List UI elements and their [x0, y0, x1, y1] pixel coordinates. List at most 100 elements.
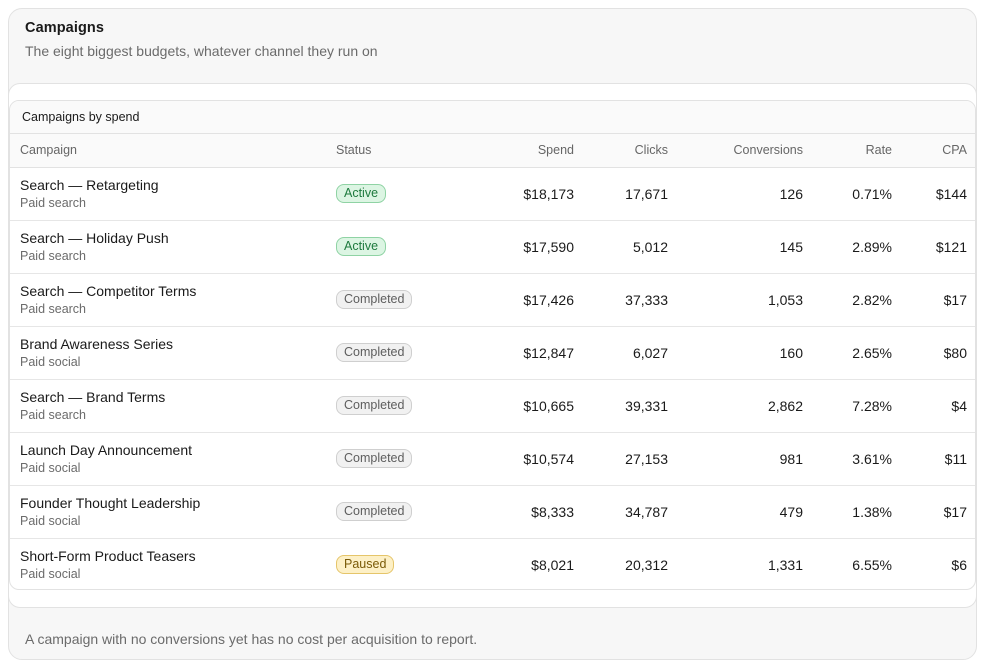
table-body: Search — Retargeting Paid search Active $18…	[10, 167, 975, 589]
status-badge: Completed	[336, 343, 413, 362]
campaign-channel: Paid social	[20, 354, 81, 369]
campaign-cell: Founder Thought Leadership Paid social	[10, 485, 326, 539]
conversions-cell: 479	[678, 485, 813, 539]
campaign-name[interactable]: Search — Brand Terms	[20, 388, 166, 405]
status-cell: Completed	[326, 326, 476, 380]
campaign-channel: Paid social	[20, 513, 81, 528]
status-badge: Active	[336, 184, 387, 203]
rate-cell: 2.82%	[813, 273, 902, 327]
campaign-cell: Search — Brand Terms Paid search	[10, 379, 326, 433]
clicks-cell: 6,027	[584, 326, 678, 380]
campaigns-table-panel: Campaigns by spend Campaign Status Spend	[9, 100, 976, 590]
clicks-cell: 37,333	[584, 273, 678, 327]
campaign-cell: Search — Retargeting Paid search	[10, 167, 326, 221]
table-row[interactable]: Short-Form Product Teasers Paid social Pau…	[10, 538, 975, 589]
rate-cell: 7.28%	[813, 379, 902, 433]
campaign-name[interactable]: Launch Day Announcement	[20, 441, 193, 458]
rate-cell: 0.71%	[813, 167, 902, 221]
column-header-clicks[interactable]: Clicks	[584, 134, 678, 168]
conversions-cell: 160	[678, 326, 813, 380]
campaign-channel: Paid search	[20, 248, 87, 263]
campaign-cell: Launch Day Announcement Paid social	[10, 432, 326, 486]
status-cell: Completed	[326, 273, 476, 327]
status-cell: Completed	[326, 379, 476, 433]
conversions-cell: 1,053	[678, 273, 813, 327]
campaign-channel: Paid search	[20, 407, 87, 422]
status-badge: Completed	[336, 449, 413, 468]
table-container: Campaigns by spend Campaign Status Spend	[8, 83, 977, 608]
column-header-conversions[interactable]: Conversions	[678, 134, 813, 168]
column-header-spend[interactable]: Spend	[476, 134, 584, 168]
table-caption: Campaigns by spend	[10, 101, 975, 134]
rate-cell: 3.61%	[813, 432, 902, 486]
conversions-cell: 2,862	[678, 379, 813, 433]
column-header-rate[interactable]: Rate	[813, 134, 902, 168]
status-badge: Paused	[336, 555, 395, 575]
conversions-cell: 981	[678, 432, 813, 486]
campaigns-table: Campaign Status Spend Clicks Conversions…	[10, 134, 975, 589]
status-badge: Completed	[336, 502, 413, 521]
spend-cell: $8,333	[476, 485, 584, 539]
cpa-cell: $144	[902, 167, 975, 221]
clicks-cell: 39,331	[584, 379, 678, 433]
spend-cell: $17,426	[476, 273, 584, 327]
status-badge: Completed	[336, 396, 413, 415]
campaign-name[interactable]: Founder Thought Leadership	[20, 494, 201, 511]
column-header-cpa[interactable]: CPA	[902, 134, 975, 168]
table-row[interactable]: Search — Brand Terms Paid search Completed…	[10, 379, 975, 433]
spend-cell: $10,665	[476, 379, 584, 433]
table-row[interactable]: Brand Awareness Series Paid social Complet…	[10, 326, 975, 380]
campaign-cell: Search — Holiday Push Paid search	[10, 220, 326, 274]
table-header-row: Campaign Status Spend Clicks Conversions…	[10, 134, 975, 168]
clicks-cell: 27,153	[584, 432, 678, 486]
column-header-status[interactable]: Status	[326, 134, 476, 168]
rate-cell: 6.55%	[852, 556, 892, 573]
table-row[interactable]: Founder Thought Leadership Paid social Com…	[10, 485, 975, 539]
campaign-channel: Paid search	[20, 301, 87, 316]
clicks-cell: 17,671	[584, 167, 678, 221]
clicks-cell: 34,787	[584, 485, 678, 539]
table-row[interactable]: Search — Holiday Push Paid search Active $1…	[10, 220, 975, 274]
campaign-name[interactable]: Search — Holiday Push	[20, 229, 169, 246]
clicks-cell: 20,312	[625, 556, 668, 573]
status-cell: Paused	[326, 538, 476, 589]
campaign-name[interactable]: Search — Retargeting	[20, 176, 159, 193]
card-subtitle: The eight biggest budgets, whatever chan…	[25, 43, 378, 59]
campaigns-card: Campaigns The eight biggest budgets, wha…	[8, 8, 977, 660]
campaign-name[interactable]: Brand Awareness Series	[20, 335, 174, 352]
campaign-channel: Paid social	[20, 566, 81, 581]
card-header: Campaigns The eight biggest budgets, wha…	[25, 20, 378, 59]
status-cell: Completed	[326, 485, 476, 539]
spend-cell: $8,021	[531, 556, 574, 573]
spend-cell: $17,590	[476, 220, 584, 274]
cpa-cell: $4	[902, 379, 975, 433]
spend-cell: $10,574	[476, 432, 584, 486]
campaign-name[interactable]: Short-Form Product Teasers	[20, 547, 196, 564]
table-row[interactable]: Search — Retargeting Paid search Active $18…	[10, 167, 975, 221]
status-cell: Active	[326, 220, 476, 274]
spend-cell: $18,173	[476, 167, 584, 221]
rate-cell: 2.89%	[813, 220, 902, 274]
cpa-cell: $17	[902, 273, 975, 327]
campaign-name[interactable]: Search — Competitor Terms	[20, 282, 197, 299]
rate-cell: 2.65%	[813, 326, 902, 380]
status-cell: Active	[326, 167, 476, 221]
cpa-cell: $6	[951, 556, 967, 573]
column-header-campaign[interactable]: Campaign	[10, 134, 326, 168]
cpa-cell: $121	[902, 220, 975, 274]
footnote: A campaign with no conversions yet has n…	[25, 631, 478, 647]
campaign-cell: Short-Form Product Teasers Paid social	[10, 538, 326, 589]
status-cell: Completed	[326, 432, 476, 486]
conversions-cell: 126	[678, 167, 813, 221]
table-row[interactable]: Search — Competitor Terms Paid search Comp…	[10, 273, 975, 327]
conversions-cell: 145	[678, 220, 813, 274]
table-row[interactable]: Launch Day Announcement Paid social Comple…	[10, 432, 975, 486]
rate-cell: 1.38%	[813, 485, 902, 539]
clicks-cell: 5,012	[584, 220, 678, 274]
campaign-channel: Paid social	[20, 460, 81, 475]
cpa-cell: $11	[902, 432, 975, 486]
campaign-cell: Brand Awareness Series Paid social	[10, 326, 326, 380]
card-title: Campaigns	[25, 20, 105, 36]
status-badge: Active	[336, 237, 387, 256]
campaign-channel: Paid search	[20, 195, 87, 210]
